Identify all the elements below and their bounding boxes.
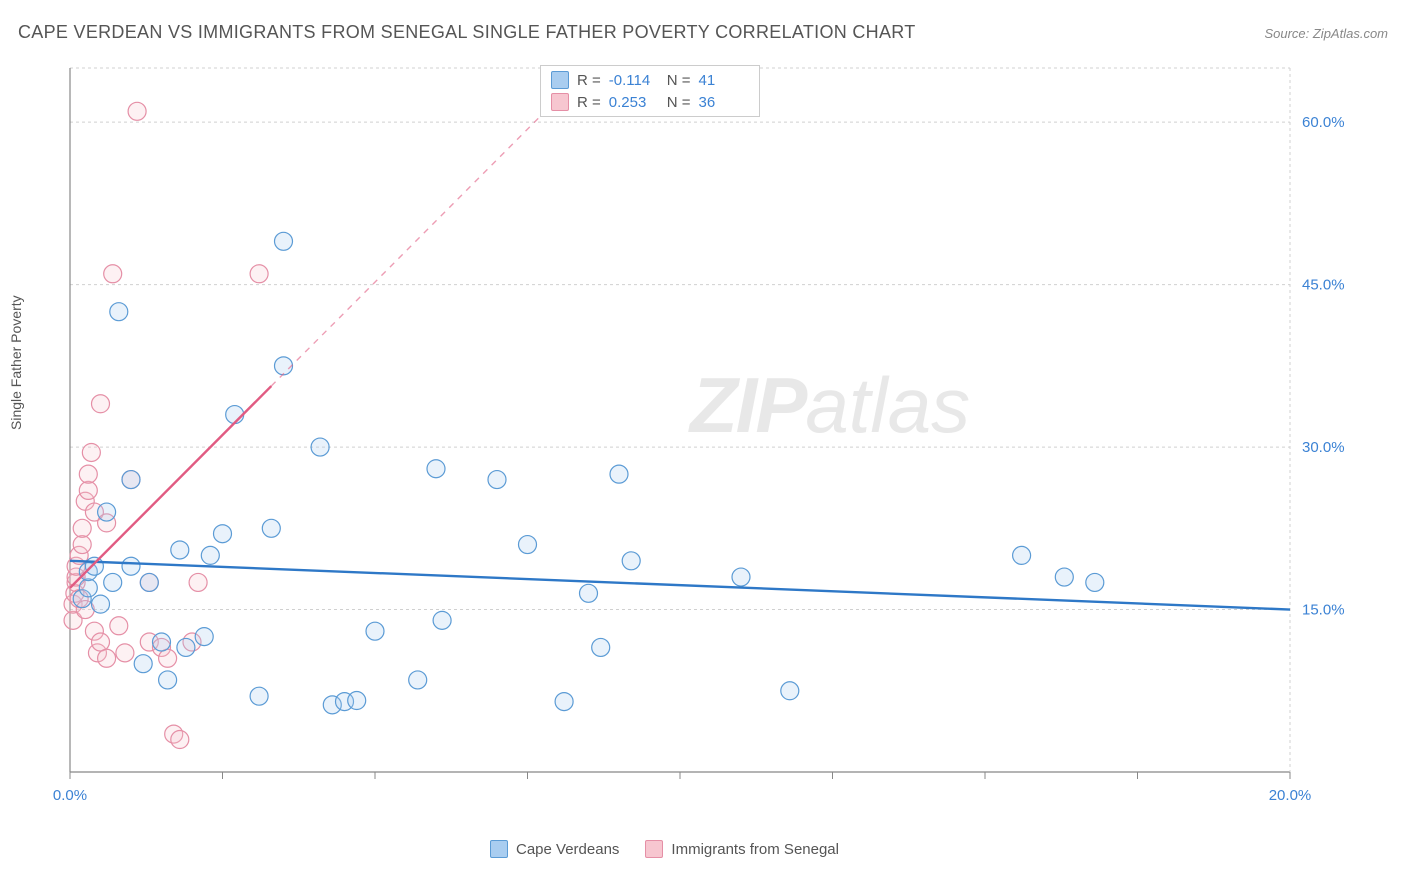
svg-text:30.0%: 30.0% bbox=[1302, 439, 1345, 456]
svg-text:20.0%: 20.0% bbox=[1269, 787, 1312, 804]
correlation-row: R = -0.114N = 41 bbox=[541, 69, 759, 91]
svg-text:15.0%: 15.0% bbox=[1302, 602, 1345, 619]
y-axis-label: Single Father Poverty bbox=[8, 295, 24, 430]
svg-text:60.0%: 60.0% bbox=[1302, 114, 1345, 131]
legend-item: Cape Verdeans bbox=[490, 840, 619, 858]
svg-text:0.0%: 0.0% bbox=[53, 787, 87, 804]
plot-area: 15.0% 30.0% 45.0% 60.0% 0.0% 20.0% bbox=[50, 60, 1360, 820]
series-legend: Cape Verdeans Immigrants from Senegal bbox=[490, 840, 839, 858]
svg-text:45.0%: 45.0% bbox=[1302, 277, 1345, 294]
correlation-legend: R = -0.114N = 41R = 0.253N = 36 bbox=[540, 65, 760, 117]
chart-title: CAPE VERDEAN VS IMMIGRANTS FROM SENEGAL … bbox=[18, 22, 916, 43]
source-label: Source: ZipAtlas.com bbox=[1264, 26, 1388, 41]
correlation-row: R = 0.253N = 36 bbox=[541, 91, 759, 113]
legend-item: Immigrants from Senegal bbox=[645, 840, 839, 858]
scatter-svg: 15.0% 30.0% 45.0% 60.0% 0.0% 20.0% bbox=[50, 60, 1360, 820]
